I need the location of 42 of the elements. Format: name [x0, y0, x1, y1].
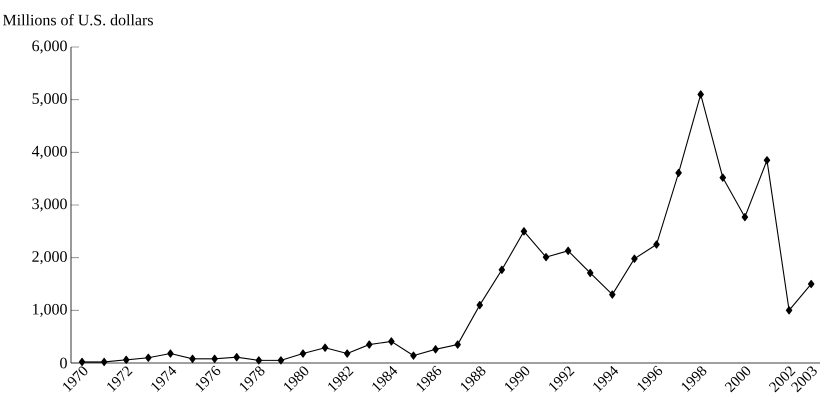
- point: [100, 358, 108, 366]
- y-tick-label: 0: [60, 358, 67, 368]
- y-tick-label: 4,000: [32, 146, 67, 159]
- y-tick-label: 1,000: [33, 304, 67, 317]
- point: [542, 253, 550, 262]
- point: [322, 344, 328, 352]
- point: [720, 173, 726, 182]
- point: [366, 340, 373, 349]
- point: [454, 340, 461, 349]
- y-tick-label: 5,000: [32, 93, 67, 106]
- point: [520, 227, 528, 236]
- point: [278, 356, 284, 365]
- y-tick-label: 6,000: [32, 40, 67, 54]
- point: [432, 345, 439, 354]
- point: [344, 349, 350, 358]
- point: [233, 353, 240, 362]
- point: [300, 349, 306, 358]
- point: [764, 156, 770, 164]
- point: [742, 212, 748, 222]
- point: [586, 268, 594, 278]
- point: [123, 356, 130, 364]
- point: [167, 349, 174, 358]
- point: [211, 354, 218, 363]
- y-tick-label: 2,000: [32, 251, 67, 264]
- point: [78, 358, 86, 366]
- point: [189, 354, 196, 363]
- point: [145, 354, 152, 362]
- point: [609, 290, 616, 299]
- point: [653, 240, 660, 249]
- point: [786, 306, 792, 314]
- point: [256, 356, 262, 365]
- y-axis-title: Millions of U.S. dollars: [2, 14, 153, 26]
- point: [388, 337, 395, 346]
- point: [808, 280, 814, 288]
- point: [476, 300, 483, 310]
- point: [631, 254, 638, 263]
- point: [564, 246, 572, 255]
- point: [675, 168, 682, 178]
- y-tick-label: 3,000: [32, 198, 67, 212]
- point: [697, 90, 704, 99]
- point: [498, 266, 506, 274]
- point: [410, 351, 417, 360]
